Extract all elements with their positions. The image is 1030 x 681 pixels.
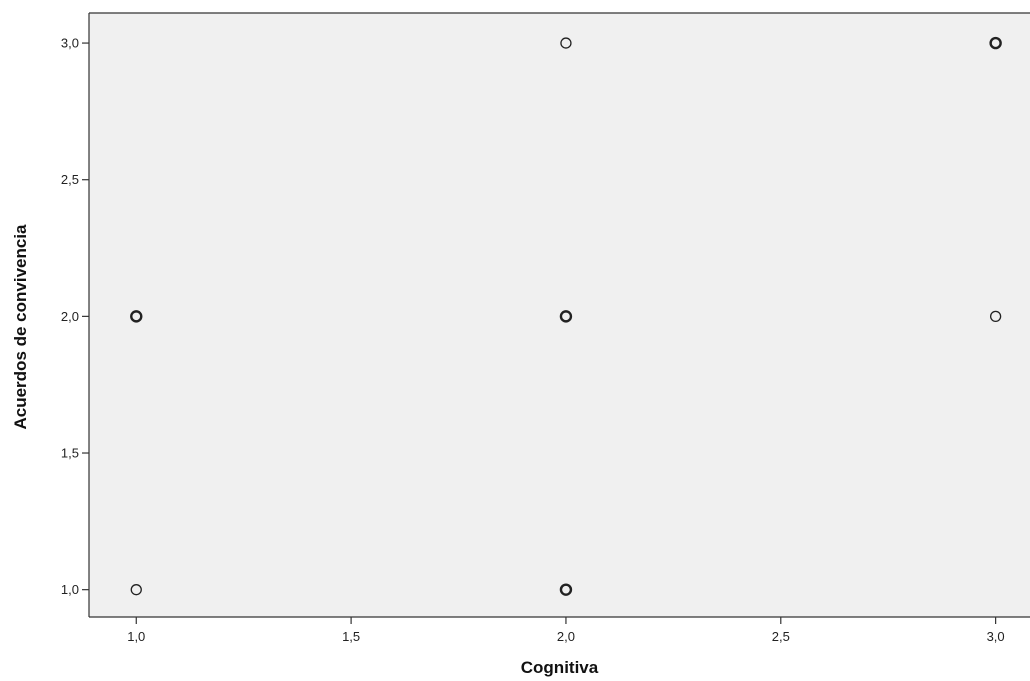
y-tick-label: 2,5 [61,172,79,187]
y-tick-label: 2,0 [61,309,79,324]
y-tick-label: 3,0 [61,36,79,51]
plot-area [89,13,1030,617]
x-tick-label: 1,5 [342,629,360,644]
x-axis-title: Cognitiva [521,658,599,677]
y-axis: 1,0 1,5 2,0 2,5 3,0 [61,12,1030,617]
x-tick-label: 2,0 [557,629,575,644]
scatter-point [989,310,1002,323]
scatter-point [559,310,573,323]
y-tick-label: 1,0 [61,582,79,597]
y-tick-label: 1,5 [61,446,79,461]
scatter-point [559,583,573,596]
x-tick-label: 1,0 [127,629,145,644]
x-tick-label: 2,5 [772,629,790,644]
scatter-point [560,37,572,49]
points-layer [130,36,1002,596]
x-axis: 1,0 1,5 2,0 2,5 3,0 [89,616,1030,644]
scatter-point [130,584,142,596]
y-axis-title: Acuerdos de convivencia [11,224,30,430]
x-tick-label: 3,0 [987,629,1005,644]
scatter-point [130,310,143,323]
scatter-point [989,36,1002,50]
